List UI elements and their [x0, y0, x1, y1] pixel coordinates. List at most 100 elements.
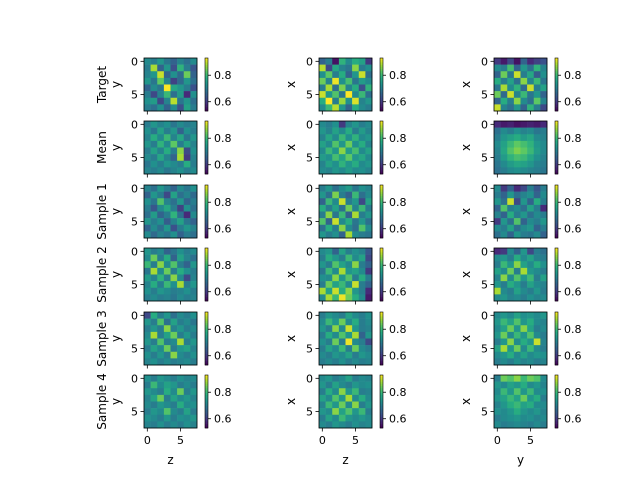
- colorbar-segment: [205, 95, 208, 99]
- heatmap-cell: [494, 414, 501, 422]
- colorbar-segment: [555, 292, 558, 295]
- heatmap-cell: [144, 338, 151, 346]
- heatmap-cell: [513, 154, 521, 162]
- colorbar-segment: [205, 136, 208, 139]
- heatmap-cell: [190, 134, 198, 142]
- colorbar-frame: [554, 311, 559, 366]
- colorbar-segment: [380, 278, 383, 282]
- colorbar-segment: [555, 278, 558, 282]
- colorbar-segment: [205, 73, 208, 76]
- y-axis-label: y: [109, 81, 123, 88]
- heatmap-cell: [157, 64, 165, 72]
- colorbar-segment: [555, 207, 558, 210]
- heatmap-cell: [325, 97, 333, 105]
- colorbar-segment: [205, 388, 208, 391]
- heatmap-cell: [325, 338, 333, 346]
- heatmap-cell: [507, 287, 515, 295]
- heatmap-cell: [183, 160, 191, 168]
- y-axis-label: x: [459, 208, 473, 215]
- heatmap-cell: [150, 191, 158, 199]
- colorbar-segment: [555, 123, 558, 126]
- heatmap-cell: [533, 331, 541, 339]
- heatmap-cell: [345, 104, 353, 112]
- colorbar-segment: [205, 405, 208, 409]
- heatmap-cell: [190, 248, 198, 255]
- heatmap-cell: [177, 218, 185, 226]
- heatmap-cell: [332, 185, 340, 192]
- y-axis-label: x: [284, 81, 298, 88]
- heatmap-cell: [177, 140, 185, 148]
- heatmap-cell: [500, 185, 508, 192]
- colorbar-segment: [380, 123, 383, 126]
- heatmap-cell: [507, 408, 515, 416]
- heatmap-cell: [183, 294, 191, 302]
- heatmap-cell: [332, 77, 340, 85]
- heatmap-cell: [319, 77, 326, 85]
- colorbar-segment: [205, 88, 208, 92]
- colorbar-segment: [555, 84, 558, 88]
- heatmap-cell: [513, 147, 521, 155]
- colorbar-segment: [555, 200, 558, 203]
- colorbar-segment: [380, 340, 383, 344]
- heatmap-cell: [540, 198, 548, 206]
- heatmap-cell: [365, 167, 373, 175]
- heatmap-cell: [352, 267, 360, 275]
- colorbar-segment: [555, 136, 558, 139]
- heatmap-cell: [520, 97, 528, 105]
- heatmap-cell: [500, 331, 508, 339]
- heatmap-cell: [533, 140, 541, 148]
- heatmap-cell: [520, 274, 528, 282]
- y-tick-label: 0: [131, 309, 138, 322]
- heatmap-cell: [527, 104, 535, 112]
- colorbar-segment: [205, 360, 208, 364]
- heatmap-cell: [507, 127, 515, 135]
- heatmap-cell: [144, 375, 151, 382]
- colorbar-tick-label: 0.6: [389, 223, 407, 236]
- heatmap-cell: [325, 358, 333, 366]
- heatmap-cell: [365, 401, 373, 409]
- colorbar-segment: [380, 250, 383, 253]
- colorbar-segment: [555, 298, 558, 302]
- heatmap-cell: [494, 97, 501, 105]
- colorbar-segment: [380, 171, 383, 175]
- heatmap-cell: [325, 331, 333, 339]
- heatmap-cell: [319, 224, 326, 232]
- colorbar-segment: [555, 334, 558, 337]
- heatmap-cell: [144, 191, 151, 199]
- colorbar-segment: [380, 329, 383, 333]
- heatmap-cell: [345, 345, 353, 353]
- heatmap-cell: [325, 218, 333, 226]
- colorbar-segment: [555, 390, 558, 393]
- heatmap-cell: [157, 58, 165, 65]
- colorbar-segment: [205, 121, 208, 124]
- axes-frame: [493, 120, 548, 175]
- heatmap-cell: [177, 147, 185, 155]
- heatmap-cell: [533, 388, 541, 396]
- heatmap-cell: [150, 160, 158, 168]
- colorbar-segment: [380, 158, 383, 162]
- colorbar-segment: [205, 358, 208, 361]
- heatmap-cell: [540, 338, 548, 346]
- heatmap-cell: [352, 224, 360, 232]
- heatmap-cell: [358, 281, 366, 289]
- heatmap-cell: [500, 191, 508, 199]
- heatmap-cell: [500, 154, 508, 162]
- heatmap-cell: [540, 388, 548, 396]
- heatmap-cell: [345, 64, 353, 72]
- colorbar-segment: [555, 134, 558, 137]
- heatmap-cell: [177, 325, 185, 333]
- colorbar-segment: [555, 394, 558, 398]
- heatmap-cell: [170, 71, 178, 79]
- heatmap-cell: [507, 261, 515, 269]
- y-tick-label: 0: [481, 182, 488, 195]
- heatmap-cell: [352, 134, 360, 142]
- heatmap-cell: [150, 198, 158, 206]
- heatmap-cell: [365, 325, 373, 333]
- heatmap-cell: [507, 248, 515, 255]
- colorbar-frame: [379, 120, 384, 175]
- heatmap-cell: [144, 312, 151, 319]
- colorbar-segment: [555, 349, 558, 353]
- heatmap-cell: [325, 394, 333, 402]
- heatmap-cell: [170, 198, 178, 206]
